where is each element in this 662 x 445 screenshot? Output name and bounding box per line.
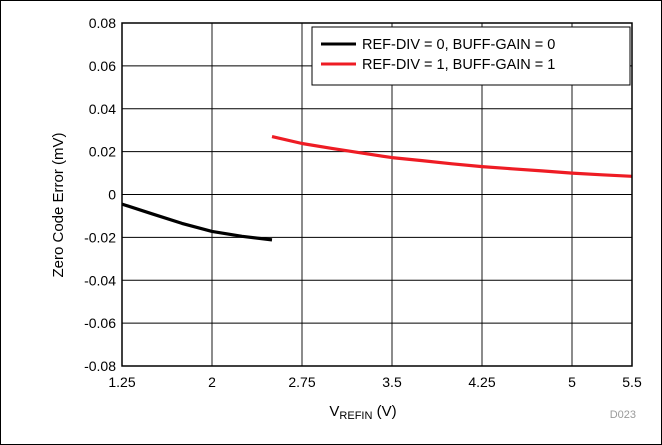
y-axis-label: Zero Code Error (mV) <box>50 132 67 277</box>
y-tick-label: 0.08 <box>89 15 116 31</box>
y-tick-label: -0.08 <box>84 358 116 374</box>
series-line-1 <box>271 135 633 178</box>
legend: REF-DIV = 0, BUFF-GAIN = 0 REF-DIV = 1, … <box>311 26 631 86</box>
x-tick-label: 2 <box>208 374 216 390</box>
y-tick-labels: 0.08 0.06 0.04 0.02 0 -0.02 -0.04 -0.06 -0.08 <box>84 15 116 374</box>
x-tick-label: 3.5 <box>382 374 402 390</box>
x-axis-label: VREFIN (V) <box>329 403 396 422</box>
x-axis-label-subscript: REFIN <box>339 410 372 422</box>
series-lines <box>121 135 633 242</box>
y-tick-label: -0.02 <box>84 229 116 245</box>
x-axis-label-unit: (V) <box>372 403 396 420</box>
x-axis-label-main: V <box>329 403 339 420</box>
y-tick-label: -0.06 <box>84 315 116 331</box>
plot-area-border <box>121 22 633 367</box>
x-tick-label: 4.25 <box>468 374 495 390</box>
y-tick-label: 0.06 <box>89 58 116 74</box>
x-tick-label: 5.5 <box>622 374 642 390</box>
y-tick-label: 0 <box>108 187 116 203</box>
y-tick-label: -0.04 <box>84 272 116 288</box>
legend-entry-ref-div-0: REF-DIV = 0, BUFF-GAIN = 0 <box>362 37 555 53</box>
x-tick-label: 2.75 <box>288 374 315 390</box>
series-line-0 <box>121 202 273 242</box>
x-tick-label: 1.25 <box>108 374 135 390</box>
figure-code: D023 <box>610 409 636 421</box>
x-tick-labels: 1.25 2 2.75 3.5 4.25 5 5.5 <box>108 374 642 390</box>
x-tick-label: 5 <box>568 374 576 390</box>
legend-entry-ref-div-1: REF-DIV = 1, BUFF-GAIN = 1 <box>362 57 555 73</box>
y-tick-label: 0.04 <box>89 101 116 117</box>
y-tick-label: 0.02 <box>89 144 116 160</box>
legend-box <box>311 26 631 86</box>
